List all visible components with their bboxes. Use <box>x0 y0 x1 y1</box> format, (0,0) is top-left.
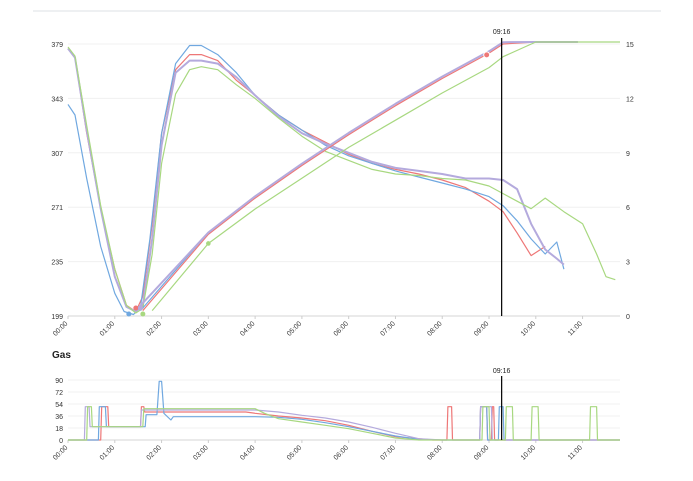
top-divider <box>33 10 661 12</box>
y-right-tick-label: 9 <box>626 151 630 158</box>
x-tick-label: 00:00 <box>52 444 69 461</box>
x-tick-label: 01:00 <box>99 320 116 337</box>
y-right-tick-label: 6 <box>626 205 630 212</box>
x-tick-label: 08:00 <box>426 320 443 337</box>
y-tick-label: 54 <box>55 402 63 409</box>
series-line <box>135 41 578 312</box>
series-line <box>68 406 620 441</box>
series-marker <box>140 311 146 317</box>
y-right-tick-label: 0 <box>626 314 630 321</box>
x-tick-label: 02:00 <box>146 444 163 461</box>
x-tick-label: 06:00 <box>333 444 350 461</box>
y-right-tick-label: 12 <box>626 96 634 103</box>
series-marker <box>126 311 132 317</box>
main-line-chart: 199 235 271 307 343 379 0 3 6 9 12 15 00:00 01:00 02:0… <box>51 29 634 338</box>
x-tick-label: 03:00 <box>192 444 209 461</box>
x-tick-label: 10:00 <box>520 320 537 337</box>
x-tick-label: 04:00 <box>239 444 256 461</box>
cursor-time-label: 09:16 <box>493 29 511 36</box>
series-line <box>68 406 620 441</box>
series-marker <box>483 51 491 59</box>
y-right-tick-label: 15 <box>626 42 634 49</box>
x-tick-label: 00:00 <box>52 320 69 337</box>
series-line <box>142 41 578 311</box>
gas-chart-title: Gas <box>52 350 71 361</box>
x-tick-label: 11:00 <box>567 444 584 461</box>
x-tick-label: 11:00 <box>567 320 584 337</box>
y-left-tick-label: 343 <box>51 96 63 103</box>
x-tick-label: 10:00 <box>520 444 537 461</box>
x-tick-label: 07:00 <box>380 320 397 337</box>
y-left-tick-label: 271 <box>51 205 63 212</box>
y-tick-label: 0 <box>59 438 63 445</box>
y-tick-label: 18 <box>55 426 63 433</box>
series-marker <box>138 305 144 311</box>
y-tick-label: 90 <box>55 378 63 385</box>
x-tick-label: 09:00 <box>473 320 490 337</box>
series-line <box>68 380 620 441</box>
x-tick-label: 02:00 <box>146 320 163 337</box>
x-tick-label: 01:00 <box>99 444 116 461</box>
cursor-time-label: 09:16 <box>493 368 511 375</box>
series-marker <box>206 241 211 246</box>
y-left-tick-label: 199 <box>51 314 63 321</box>
y-right-tick-label: 3 <box>626 260 630 267</box>
series-line <box>140 41 578 311</box>
x-tick-label: 04:00 <box>239 320 256 337</box>
y-tick-label: 72 <box>55 390 63 397</box>
series-line <box>67 46 616 314</box>
x-tick-label: 07:00 <box>380 444 397 461</box>
gas-line-chart: 0 18 36 54 72 90 00:00 01:00 02:00 03:00 04:00 05:0… <box>52 368 620 462</box>
series-marker <box>133 305 139 311</box>
series-line <box>151 41 620 311</box>
series-line <box>67 47 565 313</box>
series-line <box>67 48 546 313</box>
y-tick-label: 36 <box>55 414 63 421</box>
x-tick-label: 05:00 <box>286 320 303 337</box>
y-left-tick-label: 307 <box>51 151 63 158</box>
x-tick-label: 05:00 <box>286 444 303 461</box>
x-tick-label: 06:00 <box>333 320 350 337</box>
series-line <box>67 44 565 316</box>
y-left-tick-label: 379 <box>51 42 63 49</box>
x-tick-label: 08:00 <box>426 444 443 461</box>
x-tick-label: 03:00 <box>192 320 209 337</box>
x-tick-label: 09:00 <box>473 444 490 461</box>
y-left-tick-label: 235 <box>51 260 63 267</box>
